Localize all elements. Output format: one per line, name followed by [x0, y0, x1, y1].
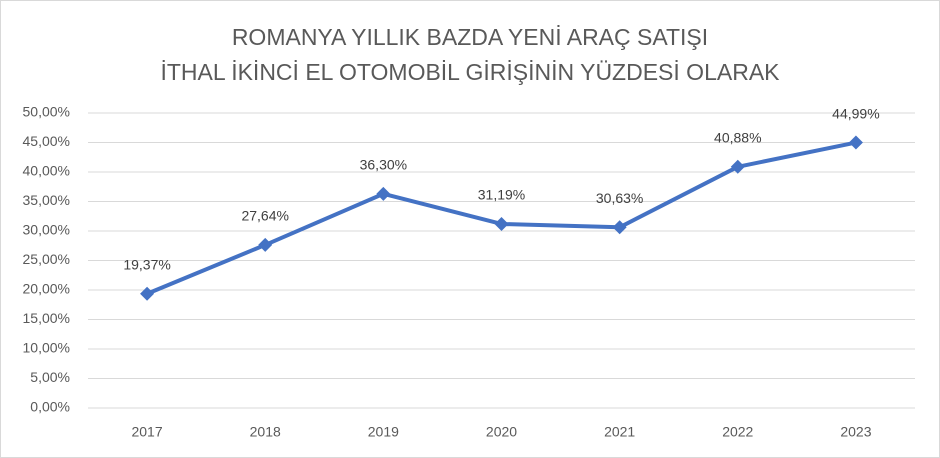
y-tick-label: 15,00% [23, 310, 70, 326]
chart-title: İTHAL İKİNCİ EL OTOMOBİL GİRİŞİNİN YÜZDE… [160, 59, 780, 85]
data-label: 40,88% [714, 130, 761, 146]
data-label: 30,63% [596, 190, 643, 206]
data-point [612, 220, 627, 235]
y-tick-label: 35,00% [23, 192, 70, 208]
data-point [730, 159, 745, 174]
data-point [140, 286, 155, 301]
data-point [848, 135, 863, 150]
data-point [258, 237, 273, 252]
y-tick-label: 40,00% [23, 163, 70, 179]
x-tick-label: 2023 [840, 424, 871, 440]
x-tick-label: 2018 [250, 424, 281, 440]
x-tick-label: 2021 [604, 424, 635, 440]
x-tick-label: 2022 [722, 424, 753, 440]
data-label: 44,99% [832, 105, 879, 121]
data-label: 27,64% [241, 208, 288, 224]
y-tick-label: 20,00% [23, 281, 70, 297]
chart-title: ROMANYA YILLIK BAZDA YENİ ARAÇ SATIŞI [232, 24, 708, 50]
y-tick-label: 50,00% [23, 104, 70, 120]
y-tick-label: 45,00% [23, 133, 70, 149]
y-tick-label: 0,00% [30, 399, 70, 415]
y-tick-label: 10,00% [23, 340, 70, 356]
data-label: 19,37% [123, 256, 170, 272]
x-tick-label: 2020 [486, 424, 517, 440]
data-label: 31,19% [478, 187, 525, 203]
y-tick-label: 30,00% [23, 222, 70, 238]
y-tick-label: 25,00% [23, 251, 70, 267]
data-point [494, 216, 509, 231]
x-tick-label: 2017 [131, 424, 162, 440]
data-point [376, 186, 391, 201]
data-label: 36,30% [360, 157, 407, 173]
y-tick-label: 5,00% [30, 369, 70, 385]
x-tick-label: 2019 [368, 424, 399, 440]
